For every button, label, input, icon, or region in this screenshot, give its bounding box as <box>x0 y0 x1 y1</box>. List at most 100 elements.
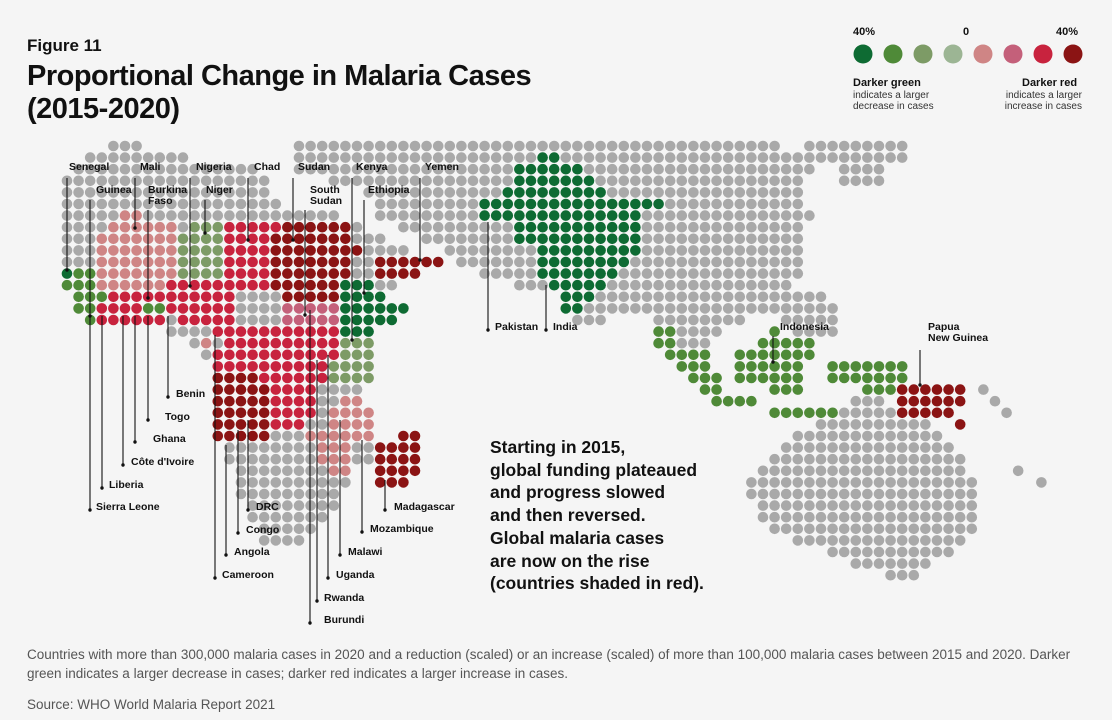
land-dot <box>374 140 386 152</box>
country-dot <box>189 221 200 233</box>
land-dot <box>108 187 119 198</box>
country-dot <box>247 384 258 395</box>
land-dot <box>328 477 340 488</box>
land-dot <box>618 152 630 163</box>
country-dot <box>328 337 340 349</box>
land-dot <box>792 511 804 523</box>
land-dot <box>444 198 456 210</box>
country-dot <box>780 337 792 349</box>
country-dot <box>838 372 850 384</box>
land-dot <box>166 326 177 337</box>
country-dot <box>374 256 386 268</box>
country-dot <box>885 361 896 372</box>
country-dot <box>224 303 235 314</box>
country-dot <box>247 372 258 384</box>
land-dot <box>688 140 699 152</box>
land-dot <box>456 175 467 187</box>
country-dot <box>293 407 305 419</box>
country-label-congo: Congo <box>246 524 279 536</box>
land-dot <box>653 140 664 152</box>
land-dot <box>282 535 293 546</box>
land-dot <box>177 198 189 210</box>
country-dot <box>595 221 606 233</box>
country-dot <box>177 314 189 326</box>
country-dot <box>514 210 525 221</box>
land-dot <box>189 198 200 210</box>
land-dot <box>595 303 606 314</box>
country-dot <box>154 268 166 279</box>
land-dot <box>467 256 479 268</box>
land-dot <box>119 198 131 210</box>
country-dot <box>606 198 618 210</box>
country-dot <box>305 337 316 349</box>
country-dot <box>293 233 305 245</box>
land-dot <box>444 221 456 233</box>
land-dot <box>595 175 606 187</box>
land-dot <box>154 152 166 163</box>
country-dot <box>676 349 688 361</box>
caption: Countries with more than 300,000 malaria… <box>27 647 1071 681</box>
country-dot <box>119 210 131 221</box>
land-dot <box>328 384 340 395</box>
land-dot <box>838 453 850 465</box>
country-dot <box>351 245 363 256</box>
land-dot <box>734 163 746 175</box>
land-dot <box>943 465 954 477</box>
land-dot <box>734 198 746 210</box>
land-dot <box>746 233 757 245</box>
land-dot <box>815 430 827 442</box>
land-dot <box>734 245 746 256</box>
country-dot <box>235 384 247 395</box>
leader-dot-yemen <box>418 258 422 262</box>
land-dot <box>456 140 467 152</box>
country-dot <box>514 221 525 233</box>
land-dot <box>885 511 896 523</box>
country-dot <box>572 221 583 233</box>
country-dot <box>293 256 305 268</box>
country-dot <box>73 279 84 291</box>
land-dot <box>827 419 838 430</box>
land-dot <box>189 187 200 198</box>
land-dot <box>96 187 108 198</box>
land-dot <box>270 535 282 546</box>
country-dot <box>189 256 200 268</box>
land-dot <box>873 511 885 523</box>
land-dot <box>978 384 989 395</box>
land-dot <box>479 175 490 187</box>
country-dot <box>583 245 595 256</box>
land-dot <box>328 500 340 511</box>
country-dot <box>154 279 166 291</box>
land-dot <box>514 152 525 163</box>
title-line-2: (2015-2020) <box>27 93 180 125</box>
country-dot <box>340 256 351 268</box>
land-dot <box>316 465 328 477</box>
country-dot <box>398 465 409 477</box>
country-dot <box>711 395 722 407</box>
land-dot <box>479 163 490 175</box>
land-dot <box>827 488 838 500</box>
country-dot <box>282 349 293 361</box>
country-dot <box>398 256 409 268</box>
land-dot <box>862 430 873 442</box>
land-dot <box>746 477 757 488</box>
land-dot <box>815 303 827 314</box>
country-dot <box>560 175 572 187</box>
land-dot <box>792 163 804 175</box>
country-dot <box>363 349 374 361</box>
land-dot <box>351 140 363 152</box>
land-dot <box>780 268 792 279</box>
land-dot <box>386 175 398 187</box>
land-dot <box>224 453 235 465</box>
country-dot <box>340 442 351 453</box>
land-dot <box>258 453 270 465</box>
country-dot <box>247 337 258 349</box>
land-dot <box>792 477 804 488</box>
country-dot <box>247 349 258 361</box>
land-dot <box>804 210 815 221</box>
land-dot <box>757 187 769 198</box>
country-dot <box>583 198 595 210</box>
land-dot <box>711 187 722 198</box>
land-dot <box>200 198 212 210</box>
country-dot <box>282 221 293 233</box>
land-dot <box>676 187 688 198</box>
